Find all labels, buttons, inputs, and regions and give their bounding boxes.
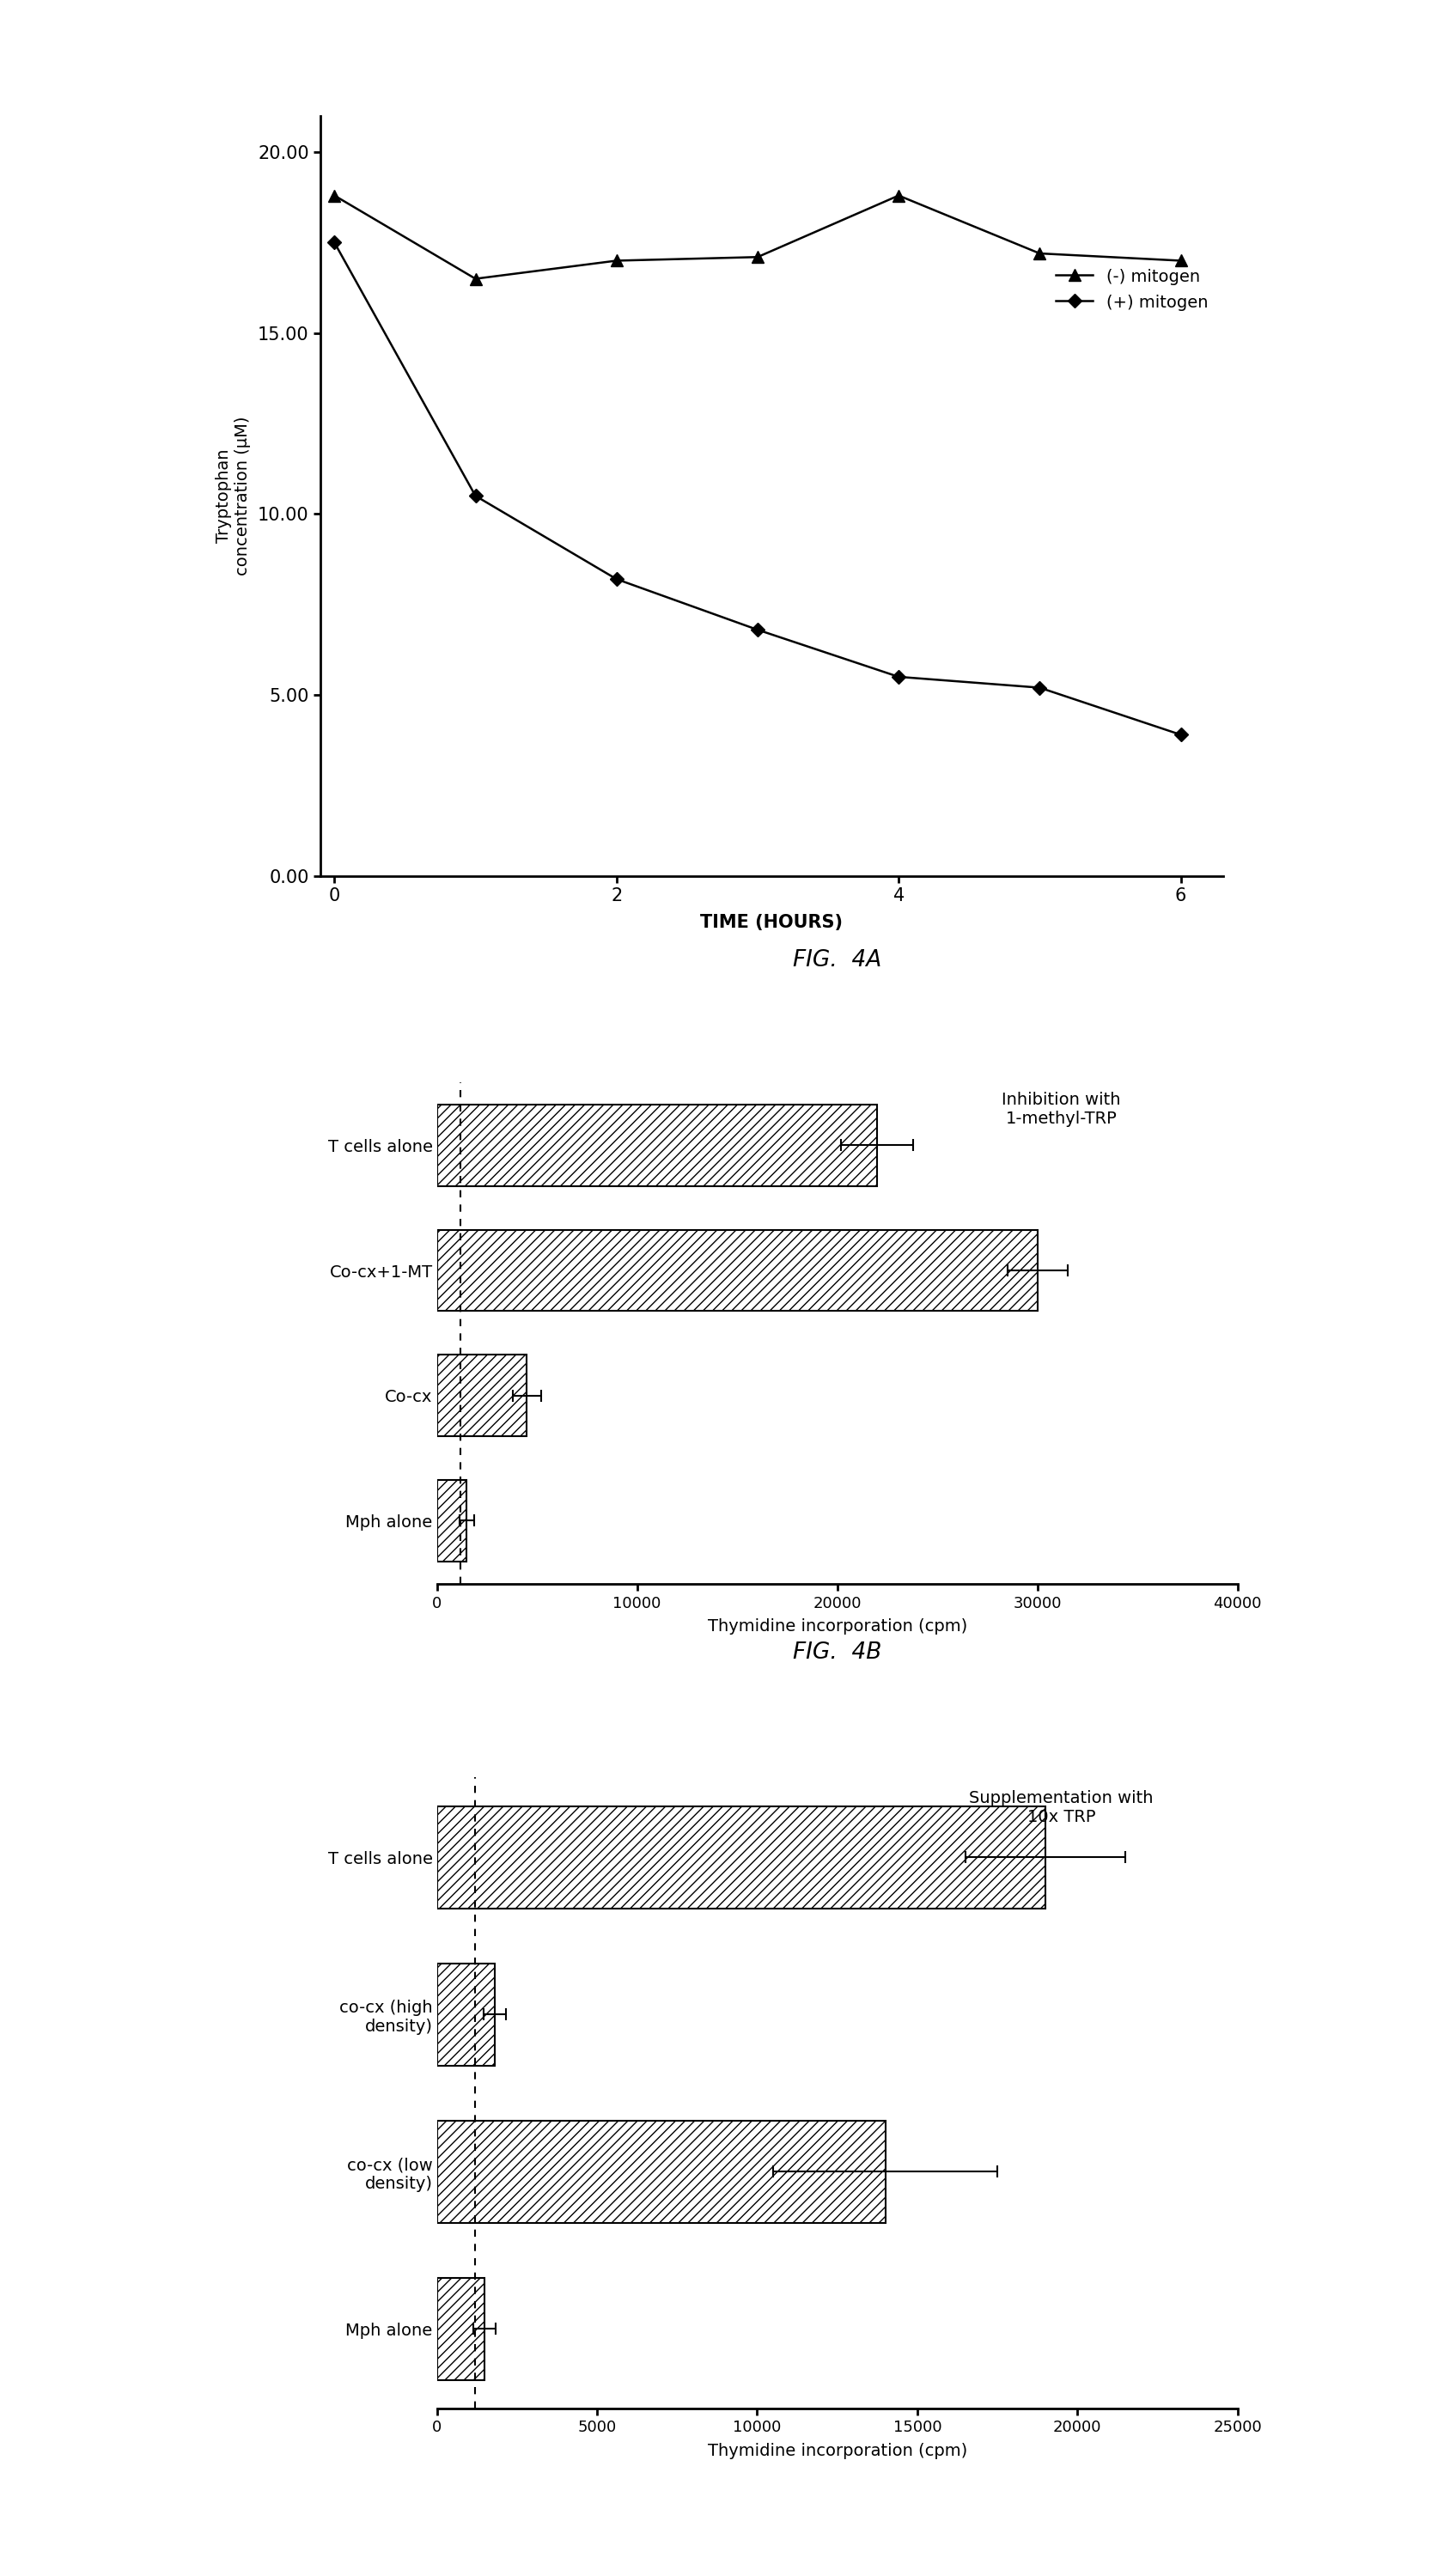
Y-axis label: Tryptophan
concentration (μM): Tryptophan concentration (μM) (215, 417, 250, 574)
(-) mitogen (890, 180, 907, 211)
(+) mitogen (1172, 719, 1190, 750)
(+) mitogen (1031, 672, 1048, 703)
Bar (437, 1806, 1045, 1909)
Bar (437, 1481, 467, 1561)
(-) mitogen (467, 263, 485, 294)
Text: Inhibition with
1-methyl-TRP: Inhibition with 1-methyl-TRP (1002, 1092, 1121, 1128)
Text: FIG.  4A: FIG. 4A (794, 948, 881, 971)
X-axis label: TIME (HOURS): TIME (HOURS) (700, 914, 843, 930)
Legend: (-) mitogen, (+) mitogen: (-) mitogen, (+) mitogen (1050, 260, 1214, 317)
(+) mitogen (607, 564, 625, 595)
Bar (437, 1963, 495, 2066)
(-) mitogen (748, 242, 766, 273)
Line: (+) mitogen: (+) mitogen (329, 237, 1185, 739)
(+) mitogen (748, 613, 766, 644)
Text: FIG.  3: FIG. 3 (735, 1090, 808, 1110)
Text: Supplementation with
10x TRP: Supplementation with 10x TRP (970, 1790, 1153, 1826)
(-) mitogen (326, 180, 344, 211)
Bar (437, 1105, 878, 1185)
X-axis label: Thymidine incorporation (cpm): Thymidine incorporation (cpm) (708, 1618, 967, 1636)
X-axis label: Thymidine incorporation (cpm): Thymidine incorporation (cpm) (708, 2442, 967, 2460)
(-) mitogen (1031, 237, 1048, 268)
(+) mitogen (890, 662, 907, 693)
Bar (437, 1229, 1038, 1311)
Bar (437, 2277, 485, 2380)
Bar (437, 1355, 527, 1437)
Text: FIG.  4B: FIG. 4B (794, 1641, 881, 1664)
(+) mitogen (467, 479, 485, 510)
Bar (437, 2120, 885, 2223)
(-) mitogen (607, 245, 625, 276)
(-) mitogen (1172, 245, 1190, 276)
(+) mitogen (326, 227, 344, 258)
Line: (-) mitogen: (-) mitogen (329, 191, 1187, 286)
